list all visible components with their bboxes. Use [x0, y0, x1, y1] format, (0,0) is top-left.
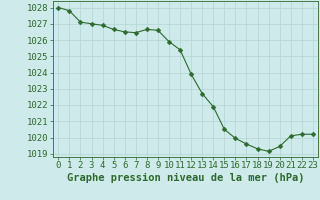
X-axis label: Graphe pression niveau de la mer (hPa): Graphe pression niveau de la mer (hPa) — [67, 173, 304, 183]
